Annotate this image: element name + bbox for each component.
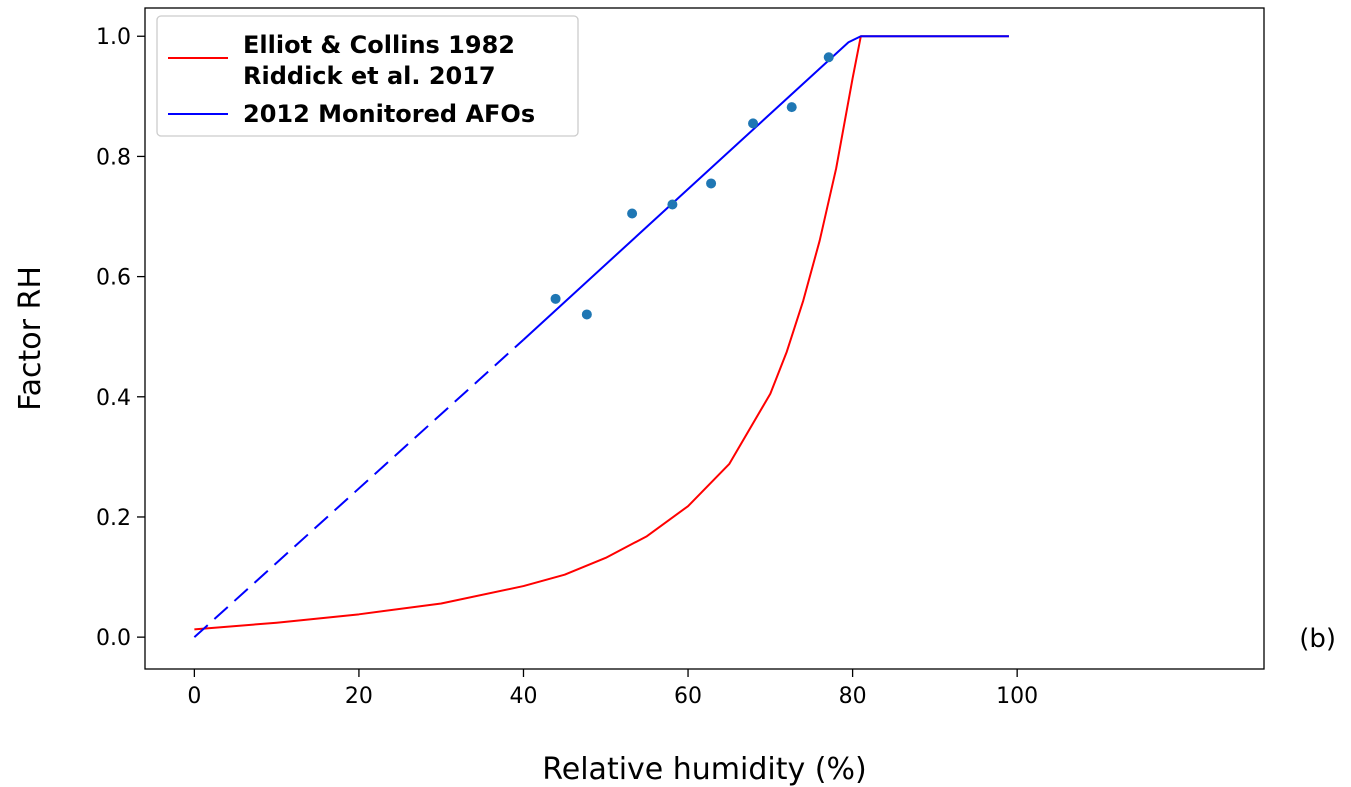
data-point bbox=[550, 293, 561, 304]
x-tick-label: 60 bbox=[674, 684, 702, 709]
x-tick-label: 40 bbox=[509, 684, 537, 709]
legend-label-elliot: Elliot & Collins 1982 bbox=[243, 31, 515, 59]
series-line-afo bbox=[522, 35, 1009, 341]
x-axis: 0 20 40 60 80 100 bbox=[187, 669, 1038, 709]
y-tick-label: 1.0 bbox=[96, 25, 131, 50]
data-point bbox=[581, 309, 592, 320]
data-point bbox=[748, 118, 759, 129]
legend-label-riddick: Riddick et al. 2017 bbox=[243, 62, 496, 90]
data-point bbox=[627, 208, 638, 219]
y-axis-label: Factor RH bbox=[13, 266, 48, 411]
x-tick-label: 0 bbox=[187, 684, 201, 709]
x-tick-label: 100 bbox=[996, 684, 1038, 709]
series-layer bbox=[193, 35, 1009, 638]
x-axis-label: Relative humidity (%) bbox=[542, 752, 866, 787]
legend: Elliot & Collins 1982 Riddick et al. 201… bbox=[156, 15, 579, 137]
data-point bbox=[667, 199, 678, 210]
data-point bbox=[706, 178, 717, 189]
data-point bbox=[823, 52, 834, 63]
x-tick-label: 20 bbox=[345, 684, 373, 709]
y-tick-label: 0.8 bbox=[96, 145, 131, 170]
panel-label: (b) bbox=[1299, 624, 1336, 654]
y-tick-label: 0.6 bbox=[96, 266, 131, 291]
points-layer bbox=[550, 52, 834, 320]
data-point bbox=[786, 102, 797, 113]
legend-box bbox=[156, 15, 579, 137]
y-axis: 0.0 0.2 0.4 0.6 0.8 1.0 bbox=[96, 25, 145, 651]
series-line-afo-extrapolated bbox=[193, 338, 525, 638]
y-tick-label: 0.2 bbox=[96, 506, 131, 531]
plot-area bbox=[144, 7, 1265, 670]
legend-label-afo: 2012 Monitored AFOs bbox=[243, 100, 535, 128]
y-tick-label: 0.0 bbox=[96, 626, 131, 651]
y-tick-label: 0.4 bbox=[96, 386, 131, 411]
x-tick-label: 80 bbox=[839, 684, 867, 709]
